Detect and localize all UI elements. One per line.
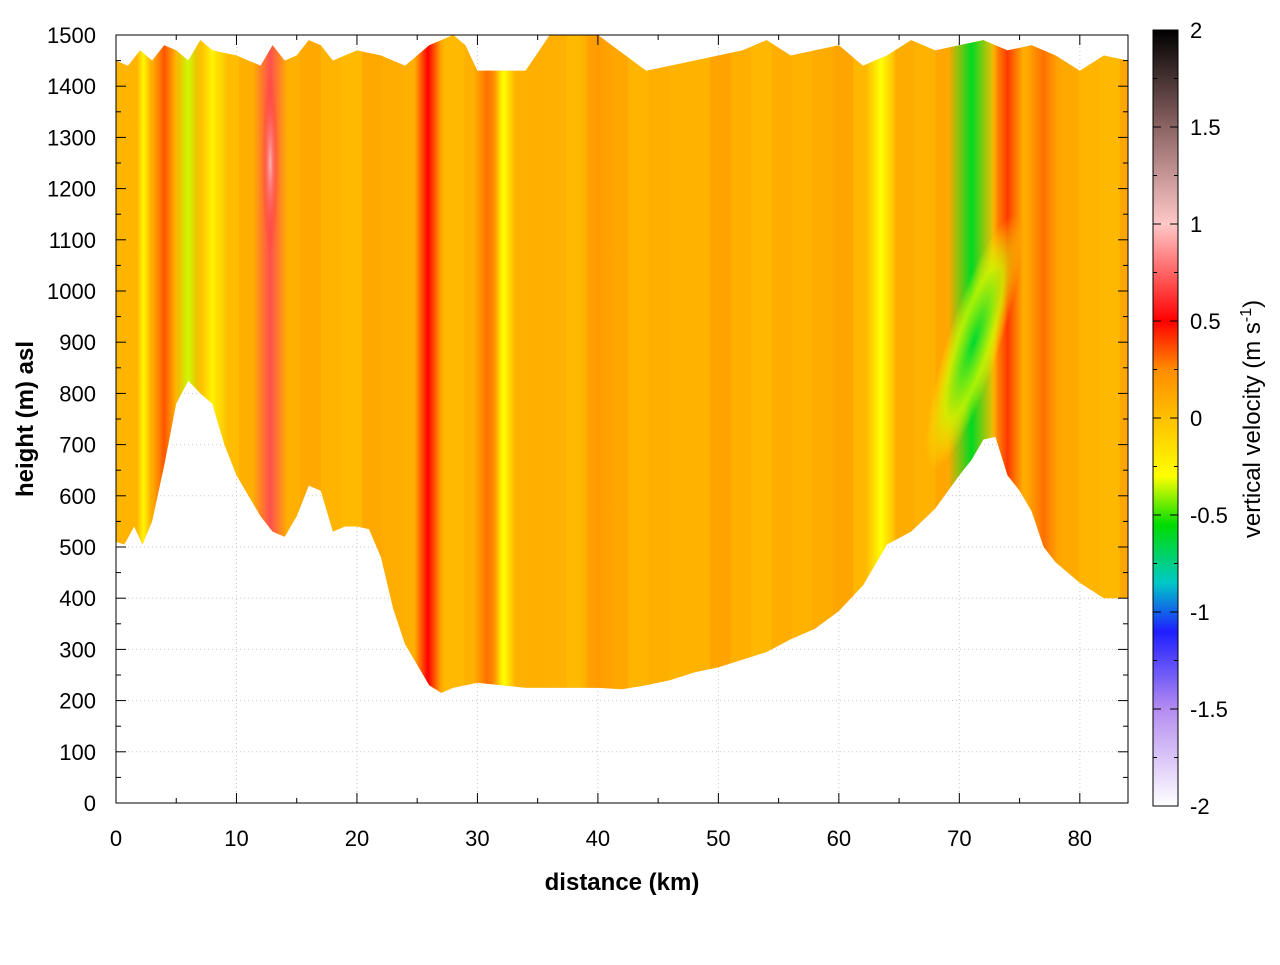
colorbar-title-close: ) [1239, 300, 1266, 308]
field-streak [730, 35, 752, 693]
colorbar-title-main: vertical velocity (m s [1239, 322, 1266, 538]
field-streak [525, 35, 547, 693]
field-streak [443, 35, 465, 693]
colorbar-tick-label: 0.5 [1190, 309, 1221, 334]
x-tick-label: 10 [224, 826, 248, 851]
field-streak [361, 35, 383, 693]
field-streak [709, 35, 731, 693]
colorbar-tick-label: -2 [1190, 794, 1210, 819]
x-axis-ticks: 0 10 20 30 40 50 60 70 80 [110, 35, 1092, 851]
colorbar-tick-label: 1.5 [1190, 115, 1221, 140]
x-tick-label: 30 [465, 826, 489, 851]
y-tick-label: 100 [59, 740, 96, 765]
field-streak [1058, 35, 1080, 693]
y-tick-label: 300 [59, 637, 96, 662]
y-tick-label: 700 [59, 433, 96, 458]
x-tick-label: 70 [947, 826, 971, 851]
field-streak [894, 35, 916, 693]
updraft-band [414, 35, 442, 693]
field-streak [648, 35, 670, 693]
field-streak [116, 35, 137, 693]
colorbar-tick-label: -1 [1190, 600, 1210, 625]
y-axis-ticks: 0 100 200 300 400 500 600 700 800 900 1000 1100 1200… [47, 23, 1128, 816]
y-tick-label: 900 [59, 330, 96, 355]
field-streak [832, 35, 854, 693]
field-streak [791, 35, 813, 693]
x-axis-title: distance (km) [545, 869, 700, 896]
colorbar-title-exponent: -1 [1238, 308, 1255, 322]
y-tick-label: 400 [59, 586, 96, 611]
y-tick-label: 1100 [49, 228, 96, 253]
downdraft-band [135, 35, 152, 693]
updraft-core [261, 70, 279, 256]
y-tick-label: 800 [59, 381, 96, 406]
field-streak [812, 35, 834, 693]
field-streak [546, 35, 568, 693]
colorbar-tick-label: 0 [1190, 406, 1202, 431]
updraft-band [578, 35, 618, 693]
field-streak [750, 35, 772, 693]
y-axis-title: height (m) asl [12, 341, 39, 497]
field-streak [1119, 35, 1128, 693]
x-tick-label: 60 [827, 826, 851, 851]
field-streak [1078, 35, 1100, 693]
field-streak [628, 35, 650, 693]
y-tick-label: 1200 [47, 177, 96, 202]
x-tick-label: 50 [706, 826, 730, 851]
y-tick-label: 1500 [47, 23, 96, 48]
colorbar-tick-label: -0.5 [1190, 503, 1228, 528]
y-tick-label: 0 [84, 791, 96, 816]
y-tick-label: 1300 [47, 125, 96, 150]
field-streak [771, 35, 793, 693]
field-streak [668, 35, 690, 693]
colorbar-title: vertical velocity (m s-1) [1238, 300, 1266, 538]
field-streak [382, 35, 404, 693]
x-tick-label: 20 [345, 826, 369, 851]
y-tick-label: 200 [59, 689, 96, 714]
x-tick-label: 40 [586, 826, 610, 851]
field-streak [689, 35, 711, 693]
x-tick-label: 0 [110, 826, 122, 851]
y-tick-label: 500 [59, 535, 96, 560]
updraft-band [473, 35, 501, 693]
colorbar-tick-label: 2 [1190, 18, 1202, 43]
downdraft-core [925, 215, 1023, 470]
field-streak [1099, 35, 1121, 693]
y-tick-label: 1000 [47, 279, 96, 304]
y-tick-label: 600 [59, 484, 96, 509]
colorbar: 2 1.5 1 0.5 0 -0.5 -1 -1.5 -2 [1152, 18, 1228, 819]
x-tick-label: 80 [1068, 826, 1092, 851]
y-tick-label: 1400 [47, 74, 96, 99]
colorbar-tick-label: 1 [1190, 212, 1202, 237]
colorbar-tick-label: -1.5 [1190, 697, 1228, 722]
